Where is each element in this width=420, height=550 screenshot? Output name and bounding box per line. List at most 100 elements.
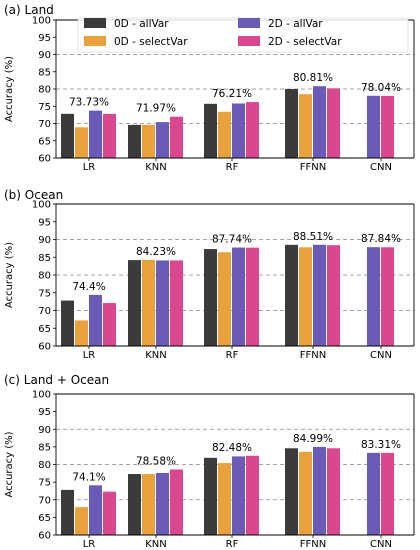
y-axis-label: Accuracy (%)	[4, 56, 15, 122]
bar-cnn-2dselectvar	[381, 247, 394, 346]
y-tick-label: 60	[38, 531, 51, 542]
data-label: 88.51%	[293, 231, 333, 243]
y-tick-label: 75	[38, 102, 51, 113]
x-tick-label: RF	[226, 350, 239, 361]
data-label: 76.21%	[212, 88, 252, 100]
panel-title: (a) Land	[4, 3, 54, 17]
x-tick-label: FFNN	[300, 350, 326, 361]
bar-cnn-2dallvar	[367, 95, 380, 158]
bar-lr-0dallvar	[61, 489, 74, 535]
legend-label: 2D - allVar	[268, 18, 323, 30]
bar-ffnn-2dallvar	[313, 86, 326, 158]
y-tick-label: 90	[38, 425, 51, 436]
x-tick-label: CNN	[370, 539, 392, 550]
data-label: 87.84%	[361, 233, 401, 245]
y-axis-label: Accuracy (%)	[4, 431, 15, 497]
y-tick-label: 95	[38, 217, 51, 228]
y-tick-label: 90	[38, 50, 51, 61]
bar-lr-0dselectvar	[75, 507, 88, 535]
y-tick-label: 100	[32, 16, 51, 27]
bar-knn-2dselectvar	[170, 116, 183, 158]
bar-ffnn-2dselectvar	[327, 245, 340, 346]
y-tick-label: 85	[38, 442, 51, 453]
legend-swatch	[238, 18, 260, 28]
chart-panel-1: (a) Land 73.73% LR 71.97% KNN 76.21% RF 80.81% F…	[4, 3, 415, 173]
bar-ffnn-0dselectvar	[299, 451, 312, 535]
bar-cnn-2dselectvar	[381, 452, 394, 535]
y-tick-label: 100	[32, 200, 51, 211]
data-label: 84.99%	[293, 433, 333, 445]
legend-label: 0D - selectVar	[114, 36, 188, 48]
bar-rf-0dallvar	[204, 103, 217, 158]
bar-rf-2dselectvar	[246, 247, 259, 346]
x-tick-label: KNN	[145, 162, 167, 173]
bar-knn-0dselectvar	[142, 124, 155, 158]
bar-ffnn-0dselectvar	[299, 247, 312, 346]
x-tick-label: RF	[226, 539, 239, 550]
y-tick-label: 65	[38, 324, 51, 335]
bar-knn-2dallvar	[156, 472, 169, 535]
x-tick-label: LR	[83, 350, 96, 361]
bar-lr-2dallvar	[89, 485, 102, 535]
y-tick-label: 75	[38, 478, 51, 489]
bar-knn-0dselectvar	[142, 259, 155, 346]
bar-knn-0dallvar	[128, 474, 141, 535]
bar-rf-0dselectvar	[218, 111, 231, 158]
bar-rf-0dselectvar	[218, 252, 231, 346]
bar-lr-2dallvar	[89, 110, 102, 158]
bar-ffnn-0dallvar	[285, 448, 298, 535]
x-tick-label: RF	[226, 162, 239, 173]
bar-rf-0dselectvar	[218, 463, 231, 535]
data-label: 78.58%	[136, 456, 176, 468]
y-tick-label: 65	[38, 136, 51, 147]
x-tick-label: CNN	[370, 162, 392, 173]
x-tick-label: CNN	[370, 350, 392, 361]
y-axis-label: Accuracy (%)	[4, 242, 15, 308]
bar-lr-0dallvar	[61, 300, 74, 346]
x-tick-label: KNN	[145, 350, 167, 361]
y-tick-label: 80	[38, 460, 51, 471]
bar-cnn-2dselectvar	[381, 95, 394, 158]
bar-rf-0dallvar	[204, 249, 217, 346]
bar-cnn-2dallvar	[367, 247, 380, 346]
legend: 0D - allVar 0D - selectVar 2D - allVar 2D -…	[77, 17, 409, 53]
bar-ffnn-2dselectvar	[327, 88, 340, 158]
bar-knn-2dselectvar	[170, 260, 183, 346]
y-tick-label: 90	[38, 235, 51, 246]
bar-ffnn-0dselectvar	[299, 94, 312, 158]
y-tick-label: 95	[38, 33, 51, 44]
y-tick-label: 75	[38, 288, 51, 299]
bar-rf-2dselectvar	[246, 102, 259, 158]
data-label: 74.1%	[72, 471, 105, 483]
x-tick-label: LR	[83, 539, 96, 550]
data-label: 71.97%	[136, 103, 176, 115]
bar-knn-2dallvar	[156, 122, 169, 158]
chart-panel-2: (b) Ocean 74.4% LR 84.23% KNN 87.74% RF 88.51% F…	[4, 188, 415, 361]
y-tick-label: 60	[38, 154, 51, 165]
data-label: 87.74%	[212, 234, 252, 246]
y-tick-label: 85	[38, 67, 51, 78]
bar-lr-0dallvar	[61, 113, 74, 158]
y-tick-label: 65	[38, 513, 51, 524]
bar-lr-0dselectvar	[75, 127, 88, 158]
panel-title: (c) Land + Ocean	[4, 373, 109, 387]
bar-ffnn-2dselectvar	[327, 448, 340, 535]
x-tick-label: FFNN	[300, 539, 326, 550]
y-tick-label: 70	[38, 306, 51, 317]
bar-lr-2dallvar	[89, 294, 102, 346]
data-label: 73.73%	[69, 97, 109, 109]
y-tick-label: 70	[38, 119, 51, 130]
bar-rf-2dallvar	[232, 247, 245, 346]
bar-knn-0dselectvar	[142, 474, 155, 535]
legend-swatch	[238, 36, 260, 46]
bar-ffnn-2dallvar	[313, 446, 326, 535]
bar-cnn-2dallvar	[367, 452, 380, 535]
bar-lr-0dselectvar	[75, 320, 88, 346]
bar-rf-2dallvar	[232, 456, 245, 535]
x-tick-label: LR	[83, 162, 96, 173]
bar-knn-0dallvar	[128, 260, 141, 346]
x-tick-label: FFNN	[300, 162, 326, 173]
bar-knn-0dallvar	[128, 124, 141, 158]
bar-ffnn-0dallvar	[285, 89, 298, 158]
